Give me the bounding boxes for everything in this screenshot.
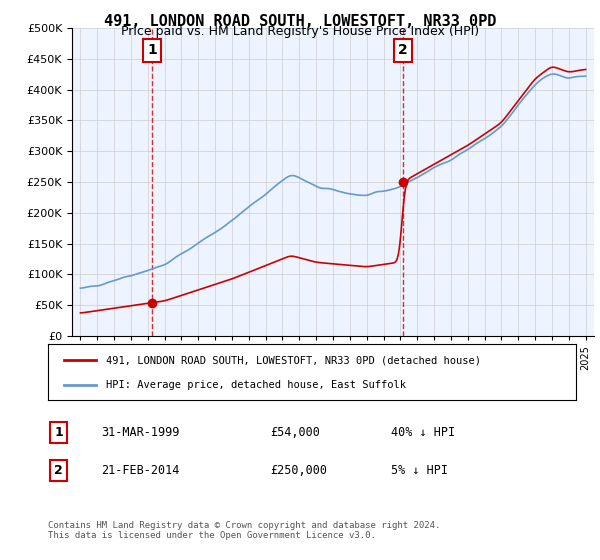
Text: 2: 2 [398,44,407,58]
Text: 491, LONDON ROAD SOUTH, LOWESTOFT, NR33 0PD (detached house): 491, LONDON ROAD SOUTH, LOWESTOFT, NR33 … [106,355,481,365]
Text: 2: 2 [54,464,63,477]
Text: 40% ↓ HPI: 40% ↓ HPI [391,426,455,439]
Text: 1: 1 [147,44,157,58]
Text: 21-FEB-2014: 21-FEB-2014 [101,464,179,477]
Text: 31-MAR-1999: 31-MAR-1999 [101,426,179,439]
Text: 491, LONDON ROAD SOUTH, LOWESTOFT, NR33 0PD: 491, LONDON ROAD SOUTH, LOWESTOFT, NR33 … [104,14,496,29]
Text: HPI: Average price, detached house, East Suffolk: HPI: Average price, detached house, East… [106,380,406,390]
Text: 5% ↓ HPI: 5% ↓ HPI [391,464,448,477]
Text: Price paid vs. HM Land Registry's House Price Index (HPI): Price paid vs. HM Land Registry's House … [121,25,479,38]
Text: Contains HM Land Registry data © Crown copyright and database right 2024.
This d: Contains HM Land Registry data © Crown c… [48,521,440,540]
Text: £54,000: £54,000 [270,426,320,439]
Text: £250,000: £250,000 [270,464,327,477]
Text: 1: 1 [54,426,63,439]
